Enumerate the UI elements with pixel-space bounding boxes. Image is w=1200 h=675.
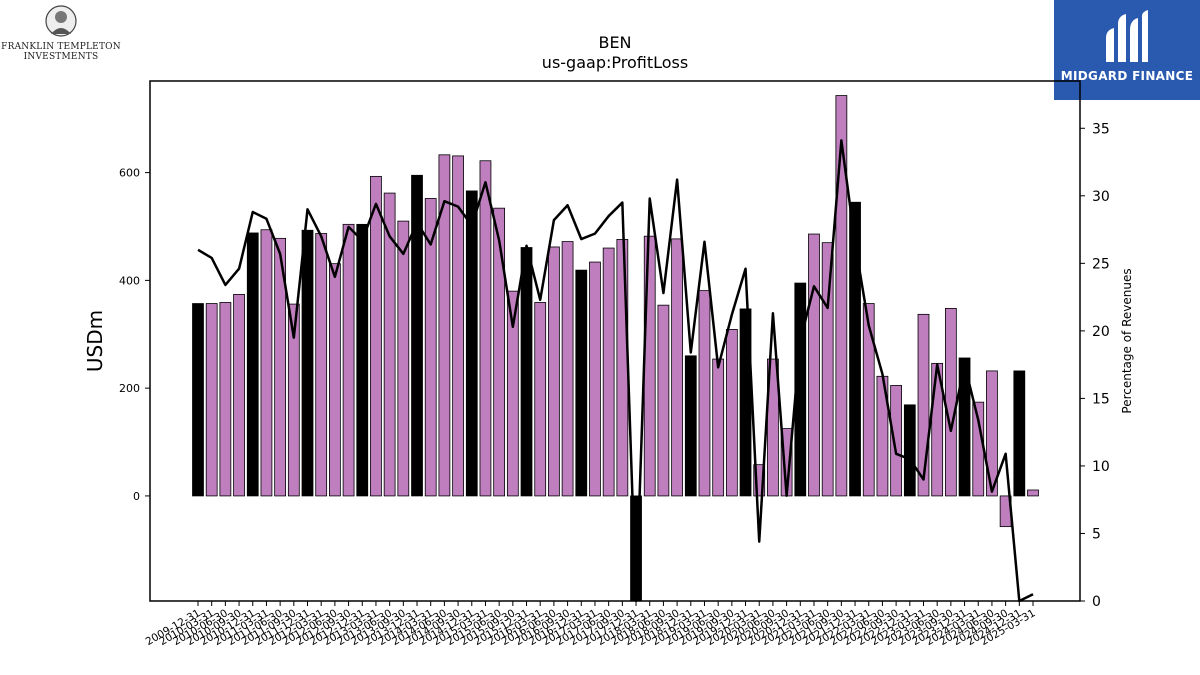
- bar-2014-06-30: [438, 154, 451, 497]
- bar-2013-09-30: [397, 220, 410, 497]
- bar-2012-09-30: [342, 223, 355, 497]
- bar-2009-12-31: [192, 303, 204, 497]
- midgard-finance-logo: MIDGARD FINANCE: [1054, 0, 1200, 100]
- bar-2020-06-30: [767, 358, 779, 497]
- bar-2015-12-31: [520, 247, 533, 497]
- bar-2010-09-30: [233, 293, 245, 497]
- y2-tick-label: 30: [1092, 189, 1110, 205]
- bar-2010-06-30: [219, 302, 232, 497]
- bar-2018-06-30: [657, 304, 670, 497]
- bar-2015-09-30: [506, 290, 519, 497]
- plot-frame: [149, 80, 1081, 602]
- y2-tick-label: 20: [1092, 324, 1110, 340]
- bar-2011-03-31: [260, 229, 273, 497]
- bar-2017-03-31: [589, 261, 601, 497]
- bar-2016-06-30: [548, 246, 560, 497]
- bar-2022-03-31: [862, 303, 875, 497]
- bar-2021-03-31: [808, 233, 820, 497]
- bar-2023-09-30: [944, 307, 957, 497]
- bar-2011-06-30: [274, 237, 287, 497]
- franklin-templeton-logo: FRANKLIN TEMPLETON INVESTMENTS: [0, 4, 122, 64]
- bar-2013-06-30: [383, 192, 396, 497]
- y2-tick-label: 15: [1092, 391, 1110, 407]
- percentage-line: [197, 139, 1034, 603]
- bar-2011-09-30: [287, 303, 300, 497]
- bar-2013-12-31: [411, 174, 423, 497]
- portrait-seal-icon: [45, 5, 77, 37]
- bar-2016-09-30: [561, 241, 574, 497]
- logo-right-text: MIDGARD FINANCE: [1060, 69, 1194, 83]
- y2-axis-label: Percentage of Revenues: [1120, 268, 1134, 413]
- y2-tick-label: 25: [1092, 256, 1110, 272]
- y-axis-label: USDm: [83, 310, 107, 372]
- bar-2025-03-31: [1027, 489, 1039, 497]
- y-tick-label: 600: [119, 167, 140, 180]
- y-tick-label: 0: [133, 490, 140, 503]
- bar-2024-06-30: [986, 370, 998, 497]
- bar-2010-12-31: [246, 232, 259, 497]
- bar-2016-12-31: [575, 269, 588, 497]
- chart-subtitle: us-gaap:ProfitLoss: [541, 53, 689, 72]
- bar-2019-06-30: [712, 358, 725, 497]
- y2-tick-label: 5: [1092, 526, 1101, 542]
- bar-2024-12-31: [1013, 370, 1026, 497]
- logo-left-line2: INVESTMENTS: [23, 52, 99, 62]
- bar-2014-12-31: [465, 190, 478, 497]
- bar-2017-06-30: [602, 247, 615, 497]
- bar-2018-12-31: [684, 355, 697, 497]
- bar-2013-03-31: [370, 175, 382, 497]
- bar-2022-12-31: [903, 404, 916, 497]
- bar-2023-12-31: [958, 357, 971, 497]
- y-tick-label: 400: [119, 274, 140, 287]
- bar-2011-12-31: [301, 229, 314, 497]
- bar-2012-06-30: [329, 263, 341, 497]
- bar-2020-03-31: [753, 464, 766, 497]
- bar-2014-03-31: [424, 198, 437, 497]
- bar-2021-12-31: [849, 201, 861, 497]
- y2-tick-label: 10: [1092, 459, 1110, 475]
- bar-2021-09-30: [835, 95, 848, 497]
- y2-tick-label: 35: [1092, 121, 1110, 137]
- logo-left-line1: FRANKLIN TEMPLETON: [1, 42, 121, 52]
- bar-2012-03-31: [315, 233, 328, 497]
- bar-2018-09-30: [671, 238, 683, 497]
- bar-2023-06-30: [931, 362, 944, 497]
- bar-2014-09-30: [452, 155, 464, 497]
- y2-tick-label: 0: [1092, 594, 1101, 610]
- bar-2016-03-31: [534, 302, 547, 497]
- bar-2015-03-31: [479, 160, 492, 497]
- y-tick-label: 200: [119, 382, 140, 395]
- bar-2023-03-31: [917, 313, 930, 497]
- chart-title: BEN: [598, 33, 632, 52]
- midgard-mark-icon: [1106, 10, 1148, 62]
- bar-2012-12-31: [356, 223, 369, 497]
- bar-2022-09-30: [890, 385, 902, 497]
- bar-2015-06-30: [493, 207, 506, 497]
- bar-2010-03-31: [205, 303, 218, 497]
- bar-2019-09-30: [725, 329, 738, 497]
- bar-2019-03-31: [698, 290, 711, 497]
- bar-2021-06-30: [821, 242, 834, 497]
